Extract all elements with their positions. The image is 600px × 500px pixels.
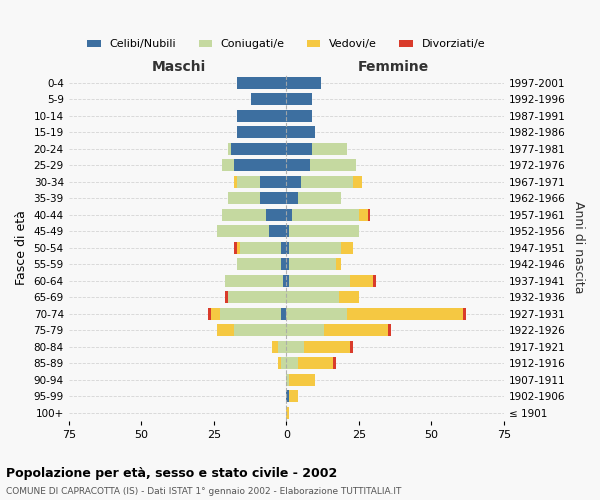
Bar (341, 242, 353, 254)
Bar (260, 176, 286, 188)
Y-axis label: Anni di nascita: Anni di nascita (572, 202, 585, 294)
Text: Popolazione per età, sesso e stato civile - 2002: Popolazione per età, sesso e stato civil… (6, 468, 337, 480)
Bar (286, 308, 347, 320)
Bar (223, 159, 234, 172)
Bar (286, 390, 289, 402)
Bar (286, 76, 321, 89)
Bar (234, 159, 286, 172)
Text: Maschi: Maschi (152, 60, 206, 74)
Bar (237, 176, 260, 188)
Bar (281, 308, 286, 320)
Bar (298, 357, 333, 370)
Bar (237, 242, 240, 254)
Bar (278, 357, 281, 370)
Bar (217, 324, 234, 336)
Bar (286, 291, 338, 304)
Bar (301, 176, 353, 188)
Bar (240, 242, 281, 254)
Bar (286, 374, 289, 386)
Bar (298, 192, 341, 204)
Bar (208, 308, 211, 320)
Bar (289, 225, 359, 237)
Bar (286, 324, 324, 336)
Bar (286, 406, 289, 419)
Bar (388, 324, 391, 336)
Bar (289, 274, 350, 287)
Bar (237, 76, 286, 89)
Bar (231, 142, 286, 155)
Bar (286, 274, 289, 287)
Bar (286, 142, 313, 155)
Bar (286, 176, 301, 188)
Bar (350, 274, 373, 287)
Bar (281, 357, 286, 370)
Bar (347, 308, 463, 320)
Bar (226, 291, 228, 304)
Bar (463, 308, 466, 320)
Bar (310, 159, 356, 172)
Bar (292, 208, 359, 221)
Bar (286, 258, 289, 270)
Bar (286, 93, 313, 106)
Bar (237, 110, 286, 122)
Bar (266, 208, 286, 221)
Bar (251, 93, 286, 106)
Bar (217, 225, 269, 237)
Y-axis label: Fasce di età: Fasce di età (15, 210, 28, 285)
Bar (228, 142, 231, 155)
Bar (289, 242, 341, 254)
Bar (211, 308, 220, 320)
Bar (228, 291, 286, 304)
Bar (223, 208, 266, 221)
Bar (353, 176, 362, 188)
Bar (234, 242, 237, 254)
Bar (338, 291, 359, 304)
Bar (286, 208, 292, 221)
Bar (272, 340, 278, 353)
Bar (283, 274, 286, 287)
Bar (269, 225, 286, 237)
Bar (286, 159, 310, 172)
Legend: Celibi/Nubili, Coniugati/e, Vedovi/e, Divorziati/e: Celibi/Nubili, Coniugati/e, Vedovi/e, Di… (83, 35, 490, 54)
Bar (237, 126, 286, 138)
Bar (286, 126, 316, 138)
Bar (304, 340, 350, 353)
Bar (226, 274, 283, 287)
Bar (286, 110, 313, 122)
Bar (286, 192, 298, 204)
Bar (260, 192, 286, 204)
Text: COMUNE DI CAPRACOTTA (IS) - Dati ISTAT 1° gennaio 2002 - Elaborazione TUTTITALIA: COMUNE DI CAPRACOTTA (IS) - Dati ISTAT 1… (6, 488, 401, 496)
Bar (286, 225, 289, 237)
Bar (281, 258, 286, 270)
Bar (368, 208, 370, 221)
Bar (281, 242, 286, 254)
Bar (278, 340, 286, 353)
Bar (333, 357, 335, 370)
Bar (286, 242, 289, 254)
Bar (359, 208, 368, 221)
Bar (228, 192, 260, 204)
Bar (286, 357, 298, 370)
Bar (373, 274, 376, 287)
Bar (237, 258, 281, 270)
Bar (286, 340, 304, 353)
Bar (335, 258, 341, 270)
Bar (324, 324, 388, 336)
Bar (289, 258, 335, 270)
Bar (350, 340, 353, 353)
Bar (313, 142, 347, 155)
Bar (289, 374, 316, 386)
Bar (234, 176, 237, 188)
Bar (234, 324, 286, 336)
Bar (220, 308, 281, 320)
Text: Femmine: Femmine (358, 60, 429, 74)
Bar (289, 390, 298, 402)
